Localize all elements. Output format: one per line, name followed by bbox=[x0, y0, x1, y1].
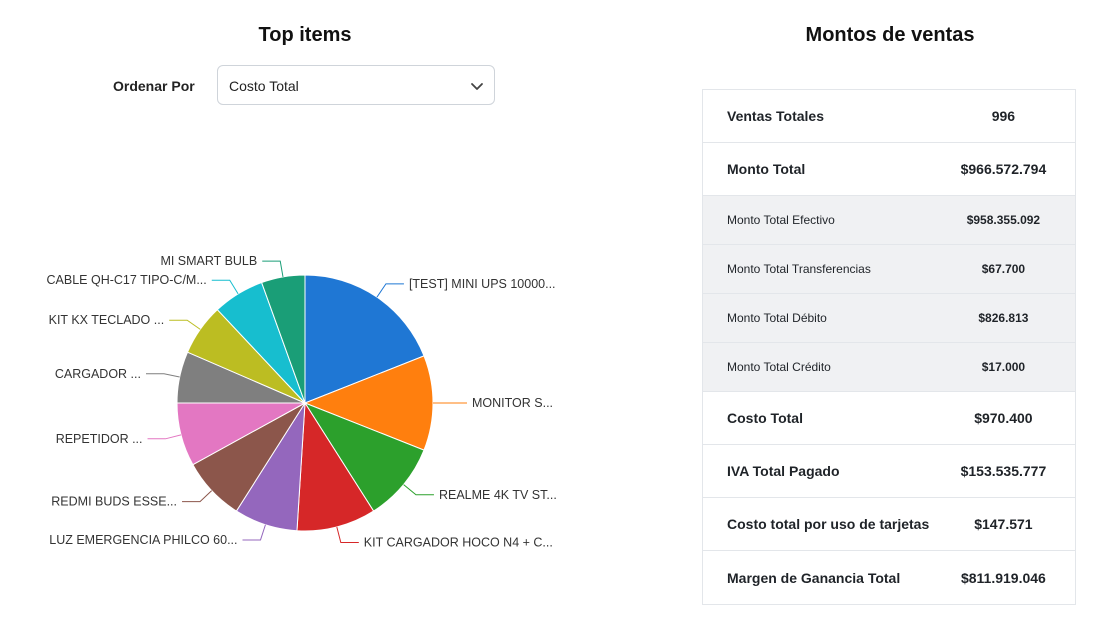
row-label: Monto Total Crédito bbox=[727, 360, 831, 374]
pie-label: KIT KX TECLADO ... bbox=[49, 313, 165, 327]
pie-slice[interactable] bbox=[261, 274, 306, 404]
pie-label-leader bbox=[242, 524, 266, 541]
pie-label-leader bbox=[376, 283, 404, 298]
table-row: Monto Total Débito $826.813 bbox=[703, 294, 1075, 343]
sort-select[interactable]: Costo Total bbox=[217, 65, 495, 105]
pie-label-leader bbox=[169, 319, 201, 330]
table-row: Costo total por uso de tarjetas $147.571 bbox=[703, 498, 1075, 551]
table-row: Costo Total $970.400 bbox=[703, 392, 1075, 445]
row-label: Monto Total Efectivo bbox=[727, 213, 835, 227]
sort-label: Ordenar Por bbox=[113, 78, 195, 94]
pie-label-leader bbox=[211, 279, 239, 295]
pie-label-leader bbox=[403, 484, 434, 496]
sort-select-value: Costo Total bbox=[229, 78, 299, 94]
row-value: $67.700 bbox=[981, 262, 1026, 276]
pie-slice[interactable] bbox=[303, 355, 434, 451]
pie-label: CARGADOR ... bbox=[55, 367, 141, 381]
pie-label: REDMI BUDS ESSE... bbox=[51, 495, 177, 509]
pie-label: MONITOR S... bbox=[472, 396, 553, 410]
table-row: Monto Total Efectivo $958.355.092 bbox=[703, 196, 1075, 245]
row-value: $958.355.092 bbox=[966, 213, 1041, 227]
row-label: Monto Total Transferencias bbox=[727, 262, 871, 276]
pie-label-leader bbox=[147, 434, 182, 440]
row-value: $153.535.777 bbox=[960, 463, 1047, 479]
row-value: $17.000 bbox=[981, 360, 1026, 374]
pie-slice[interactable] bbox=[304, 274, 425, 404]
row-value: $811.919.046 bbox=[960, 569, 1046, 586]
row-label: Costo Total bbox=[727, 410, 803, 426]
row-value: $826.813 bbox=[978, 311, 1029, 325]
top-items-pie-chart: [TEST] MINI UPS 10000... MONITOR S... REAL… bbox=[47, 254, 557, 549]
table-row: Monto Total Crédito $17.000 bbox=[703, 343, 1075, 392]
table-row: IVA Total Pagado $153.535.777 bbox=[703, 445, 1075, 498]
pie-label-leader bbox=[336, 526, 359, 543]
sales-table: Ventas Totales 996 Monto Total $966.572.… bbox=[702, 89, 1076, 605]
pie-label-leader bbox=[182, 490, 213, 503]
pie-slice[interactable] bbox=[296, 401, 375, 532]
row-label: Monto Total Débito bbox=[727, 311, 827, 325]
table-row: Margen de Ganancia Total $811.919.046 bbox=[703, 551, 1075, 604]
pie-label-leader bbox=[262, 260, 284, 277]
top-items-title: Top items bbox=[258, 24, 352, 46]
row-value: $147.571 bbox=[974, 516, 1033, 532]
chevron-down-icon bbox=[471, 83, 483, 90]
row-label: Costo total por uso de tarjetas bbox=[727, 516, 930, 532]
pie-label: [TEST] MINI UPS 10000... bbox=[409, 277, 556, 291]
row-label: Margen de Ganancia Total bbox=[727, 569, 901, 586]
pie-label: MI SMART BULB bbox=[160, 254, 257, 268]
row-label: IVA Total Pagado bbox=[727, 463, 840, 479]
pie-label: LUZ EMERGENCIA PHILCO 60... bbox=[49, 533, 237, 547]
row-value: $966.572.794 bbox=[960, 161, 1047, 177]
row-label: Ventas Totales bbox=[727, 108, 825, 124]
pie-label-leader bbox=[145, 373, 180, 378]
row-label: Monto Total bbox=[727, 161, 806, 177]
row-value: 996 bbox=[991, 108, 1016, 124]
table-row: Ventas Totales 996 bbox=[703, 90, 1075, 143]
sales-title: Montos de ventas bbox=[805, 24, 975, 46]
row-value: $970.400 bbox=[974, 410, 1033, 426]
pie-label: REPETIDOR ... bbox=[56, 432, 143, 446]
table-row: Monto Total $966.572.794 bbox=[703, 143, 1075, 196]
pie-label: CABLE QH-C17 TIPO-C/M... bbox=[47, 273, 207, 287]
pie-slice[interactable] bbox=[303, 401, 425, 512]
pie-label: KIT CARGADOR HOCO N4 + C... bbox=[364, 535, 553, 549]
table-row: Monto Total Transferencias $67.700 bbox=[703, 245, 1075, 294]
pie-label: REALME 4K TV ST... bbox=[439, 488, 557, 502]
